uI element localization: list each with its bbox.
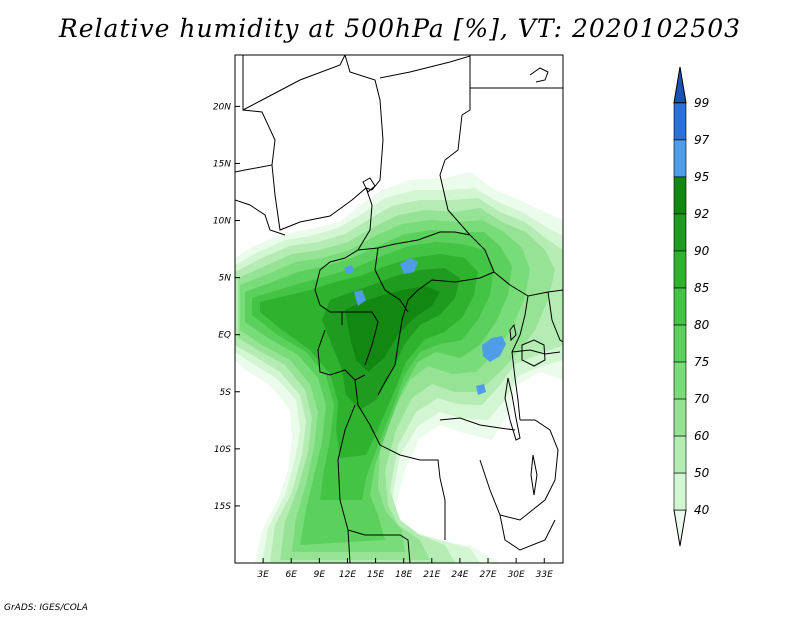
- colorbar-label: 75: [694, 355, 709, 369]
- lat-tick-label: EQ: [218, 331, 231, 341]
- lat-tick-label: 15N: [213, 159, 231, 169]
- lake-malawi: [530, 454, 538, 496]
- lake-chad: [362, 177, 376, 193]
- colorbar-segment: [673, 398, 687, 437]
- lake-victoria: [521, 339, 546, 367]
- grads-credit: GrADS: IGES/COLA: [4, 603, 88, 613]
- longitude-axis: 3E 6E 9E 12E 15E 18E 21E 24E 27E 30E 33E: [257, 558, 553, 580]
- colorbar-segment: [673, 324, 687, 363]
- lon-tick-label: 33E: [536, 570, 553, 580]
- colorbar-segment: [673, 250, 687, 289]
- lat-tick-label: 10S: [214, 445, 231, 455]
- colorbar: 40 50 60 70 75 80 85 90 92 95 97 99: [673, 66, 710, 547]
- colorbar-label: 80: [694, 318, 710, 332]
- colorbar-segment: [673, 102, 687, 141]
- rh-blue-patch-5: [344, 265, 354, 274]
- colorbar-segment: [673, 287, 687, 326]
- rh-blue-patch-2: [400, 258, 418, 274]
- colorbar-segment: [673, 176, 687, 215]
- rh-blue-patch-4: [476, 384, 486, 395]
- country-borders: [235, 55, 563, 563]
- lat-tick-label: 5S: [220, 388, 232, 398]
- chart-title: Relative humidity at 500hPa [%], VT: 202…: [58, 14, 742, 43]
- lat-tick-label: 20N: [213, 102, 231, 112]
- colorbar-label: 50: [694, 466, 710, 480]
- colorbar-top-triangle: [673, 66, 687, 104]
- colorbar-label: 40: [694, 503, 710, 517]
- colorbar-label: 97: [694, 133, 710, 147]
- lon-tick-label: 15E: [367, 570, 384, 580]
- lon-tick-label: 24E: [451, 570, 468, 580]
- colorbar-label: 99: [694, 96, 709, 110]
- lon-tick-label: 18E: [395, 570, 412, 580]
- lat-tick-label: 10N: [213, 217, 231, 227]
- lon-tick-label: 27E: [479, 570, 496, 580]
- colorbar-segment: [673, 213, 687, 252]
- colorbar-label: 85: [694, 281, 709, 295]
- colorbar-label: 95: [694, 170, 709, 184]
- colorbar-label: 92: [694, 207, 709, 221]
- humidity-field: [235, 172, 563, 563]
- lon-tick-label: 12E: [339, 570, 356, 580]
- lon-tick-label: 21E: [423, 570, 440, 580]
- rh-contour-95: [345, 286, 440, 372]
- lat-tick-label: 5N: [219, 274, 232, 284]
- lake-albert: [509, 323, 517, 342]
- latitude-axis: 20N 15N 10N 5N EQ 5S 10S 15S: [213, 102, 240, 512]
- colorbar-label: 60: [694, 429, 710, 443]
- rh-blue-patch-3: [354, 290, 366, 306]
- map-frame: [234, 54, 564, 564]
- lat-tick-label: 15S: [214, 502, 231, 512]
- colorbar-segment: [673, 139, 687, 178]
- rh-blue-patch-1: [482, 336, 506, 362]
- lon-tick-label: 30E: [508, 570, 525, 580]
- colorbar-label: 70: [694, 392, 710, 406]
- colorbar-segment: [673, 435, 687, 474]
- colorbar-segment: [673, 361, 687, 400]
- lake-tanganyika: [504, 377, 521, 441]
- lon-tick-label: 6E: [286, 570, 298, 580]
- colorbar-segment: [673, 472, 687, 511]
- lon-tick-label: 3E: [257, 570, 269, 580]
- colorbar-bottom-triangle: [673, 509, 687, 547]
- lon-tick-label: 9E: [314, 570, 326, 580]
- colorbar-label: 90: [694, 244, 710, 258]
- lakes: [362, 177, 546, 496]
